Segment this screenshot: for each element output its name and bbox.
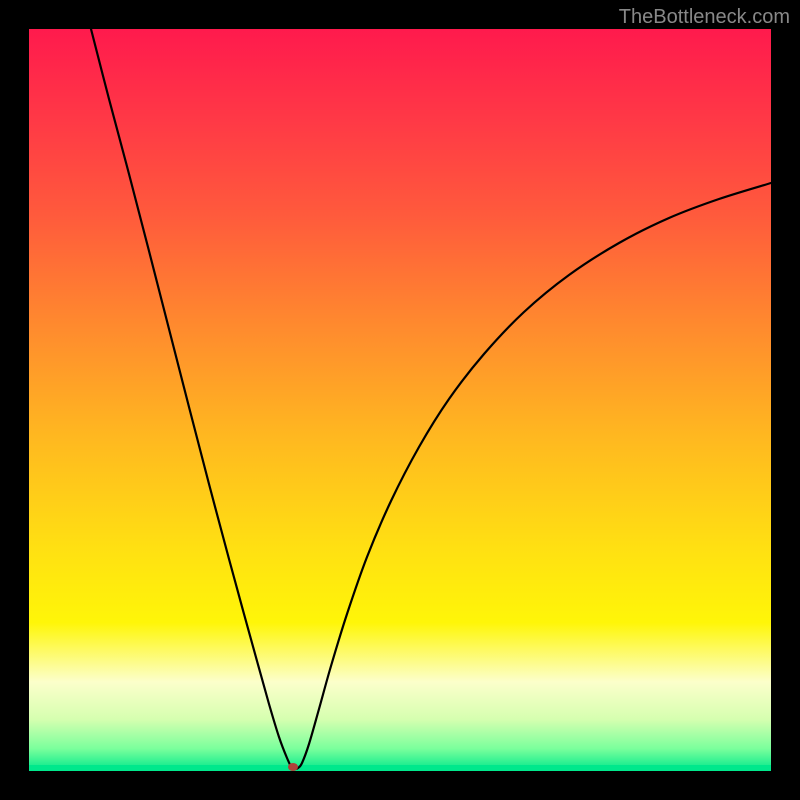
minimum-marker [288, 763, 298, 771]
chart-plot-area [29, 29, 771, 771]
watermark-label: TheBottleneck.com [619, 6, 790, 29]
bottleneck-curve [29, 29, 771, 771]
